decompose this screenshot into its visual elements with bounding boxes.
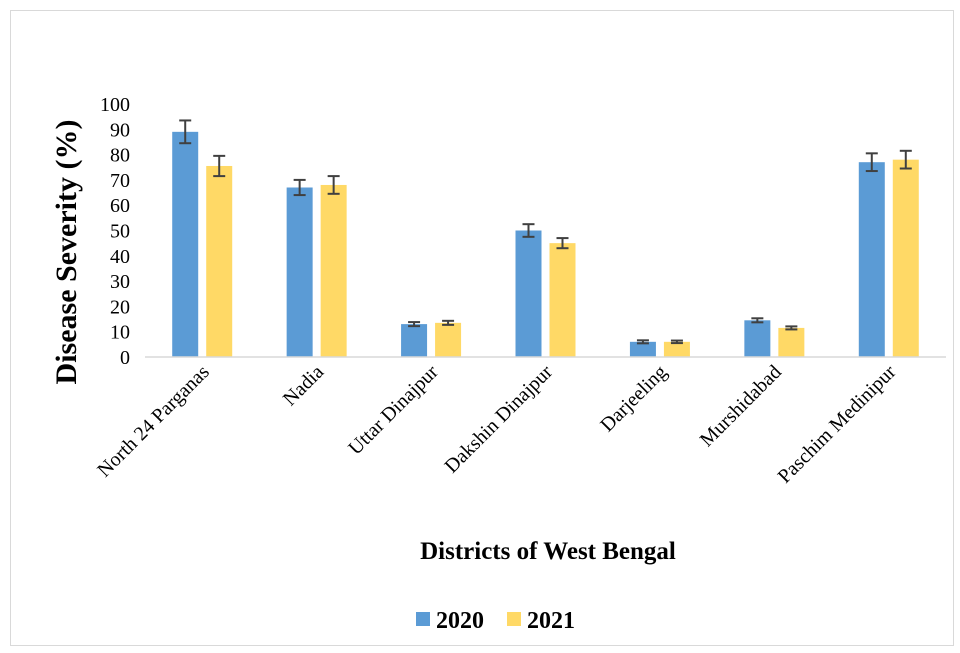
bar-2020: [401, 324, 428, 357]
bar-2020: [629, 341, 656, 357]
x-tick-label: Darjeeling: [596, 361, 671, 436]
y-tick-label: 90: [110, 119, 130, 141]
x-tick-label: Dakshin Dinajpur: [441, 361, 558, 478]
bar-2020: [172, 131, 199, 357]
bar-2021: [206, 165, 233, 357]
bar-2021: [549, 243, 576, 357]
y-tick-label: 80: [110, 145, 130, 167]
bar-2021: [778, 327, 805, 357]
error-bar: [899, 149, 912, 170]
error-bar: [327, 175, 340, 195]
y-tick-label: 70: [110, 170, 130, 192]
error-bar: [179, 119, 192, 145]
x-axis-label: Districts of West Bengal: [420, 538, 676, 565]
bar-2020: [286, 187, 313, 357]
y-tick-label: 20: [110, 296, 130, 318]
y-axis-label: Disease Severity (%): [50, 120, 83, 385]
plot-area: 0 10 20 30 40 50 60 70 80 90 100 North 24 Parganas N…: [93, 94, 946, 488]
error-bar: [636, 339, 649, 345]
legend-label-2021: 2021: [527, 608, 575, 634]
legend: 2020 2021: [416, 608, 575, 634]
error-bar: [293, 178, 306, 197]
legend-label-2020: 2020: [436, 608, 484, 634]
bar-2021: [435, 322, 462, 357]
y-tick-label: 0: [120, 347, 130, 369]
legend-swatch-2020: [416, 612, 430, 626]
error-bar: [442, 319, 455, 326]
error-bar: [751, 317, 764, 324]
error-bar: [785, 325, 798, 331]
bar-2020: [515, 230, 542, 357]
legend-swatch-2021: [507, 612, 521, 626]
error-bar: [865, 152, 878, 173]
x-tick-label: Murshidabad: [696, 361, 786, 451]
error-bar: [670, 339, 683, 345]
bar-2020: [744, 320, 771, 357]
y-tick-label: 10: [110, 322, 130, 344]
y-tick-label: 50: [110, 221, 130, 243]
bar-2020: [858, 162, 885, 357]
y-tick-label: 40: [110, 246, 130, 268]
error-bar: [213, 154, 226, 178]
x-tick-label: North 24 Parganas: [93, 361, 214, 482]
y-tick-label: 60: [110, 195, 130, 217]
error-bar: [522, 223, 535, 238]
bar-2021: [320, 184, 347, 357]
x-tick-label: Paschim Medinipur: [774, 361, 901, 488]
error-bar: [408, 321, 421, 328]
y-tick-label: 100: [100, 94, 130, 116]
bar-2021: [892, 159, 919, 357]
error-bar: [556, 237, 569, 250]
y-tick-label: 30: [110, 271, 130, 293]
x-tick-label: Uttar Dinajpur: [344, 361, 443, 460]
bar-2021: [663, 341, 690, 357]
x-tick-label: Nadia: [279, 361, 328, 410]
